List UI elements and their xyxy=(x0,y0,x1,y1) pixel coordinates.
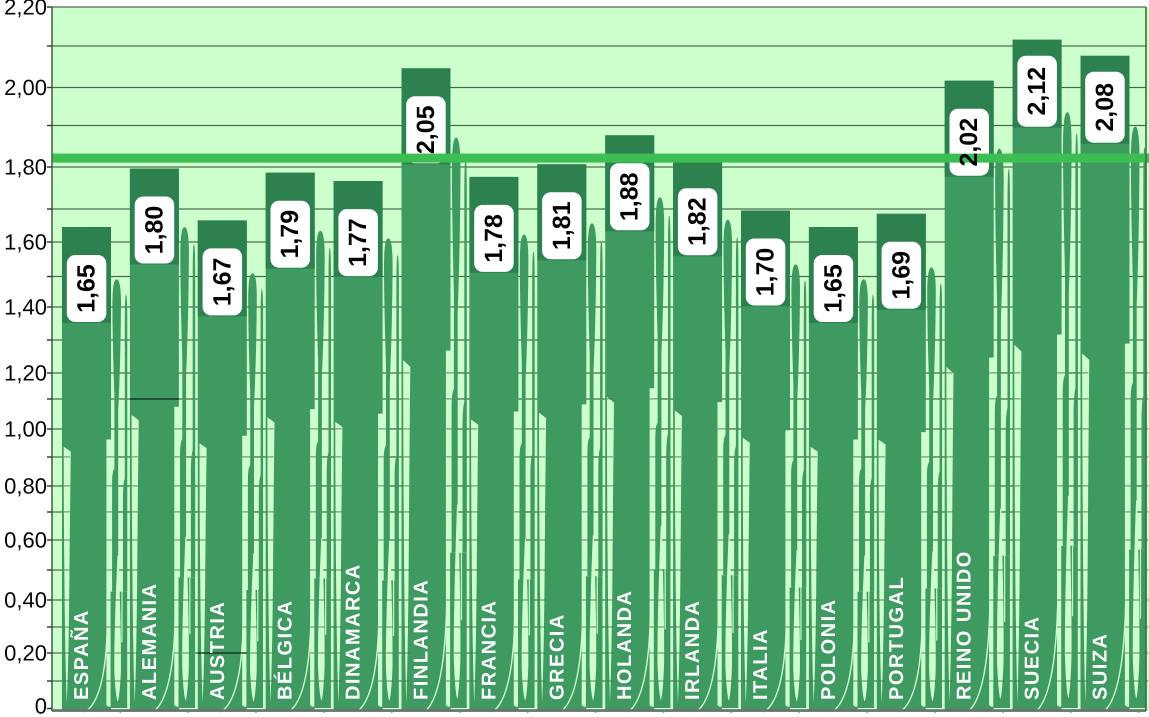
svg-text:1,00: 1,00 xyxy=(4,417,47,442)
svg-text:2,02: 2,02 xyxy=(955,118,983,167)
svg-text:2,05: 2,05 xyxy=(412,105,440,154)
svg-text:1,78: 1,78 xyxy=(480,214,508,263)
svg-text:1,20: 1,20 xyxy=(4,361,47,386)
svg-text:FINLANDIA: FINLANDIA xyxy=(411,579,433,700)
svg-text:ALEMANIA: ALEMANIA xyxy=(139,582,161,700)
svg-text:DINAMARCA: DINAMARCA xyxy=(343,563,365,700)
svg-text:REINO UNIDO: REINO UNIDO xyxy=(954,550,976,700)
svg-text:ITALIA: ITALIA xyxy=(750,628,772,700)
svg-text:2,00: 2,00 xyxy=(4,75,47,100)
svg-text:0,40: 0,40 xyxy=(4,588,47,613)
svg-text:1,81: 1,81 xyxy=(548,201,576,250)
svg-text:1,77: 1,77 xyxy=(344,218,372,267)
svg-text:POLONIA: POLONIA xyxy=(818,598,840,700)
svg-text:0,60: 0,60 xyxy=(4,528,47,553)
svg-text:2,20: 2,20 xyxy=(4,0,47,20)
svg-text:AUSTRIA: AUSTRIA xyxy=(207,601,229,700)
svg-text:1,70: 1,70 xyxy=(752,248,780,297)
svg-text:FRANCIA: FRANCIA xyxy=(478,600,500,701)
svg-text:1,65: 1,65 xyxy=(819,264,847,313)
svg-text:2,08: 2,08 xyxy=(1091,83,1119,132)
svg-text:1,80: 1,80 xyxy=(140,206,168,255)
svg-text:IRLANDA: IRLANDA xyxy=(682,600,704,701)
svg-text:2,12: 2,12 xyxy=(1023,67,1051,116)
svg-text:BÉLGICA: BÉLGICA xyxy=(274,600,297,701)
svg-text:1,67: 1,67 xyxy=(208,258,236,307)
svg-text:1,40: 1,40 xyxy=(4,295,47,320)
svg-text:1,65: 1,65 xyxy=(73,264,101,313)
svg-text:0: 0 xyxy=(35,694,47,717)
svg-text:ESPAÑA: ESPAÑA xyxy=(70,609,93,700)
svg-text:1,69: 1,69 xyxy=(887,251,915,300)
svg-text:GRECIA: GRECIA xyxy=(546,613,568,700)
svg-text:1,79: 1,79 xyxy=(276,210,304,259)
svg-text:1,80: 1,80 xyxy=(4,155,47,180)
svg-text:1,88: 1,88 xyxy=(616,172,644,221)
svg-text:PORTUGAL: PORTUGAL xyxy=(886,576,908,700)
svg-text:HOLANDA: HOLANDA xyxy=(614,590,636,701)
svg-text:1,60: 1,60 xyxy=(4,230,47,255)
svg-text:0,80: 0,80 xyxy=(4,474,47,499)
svg-text:SUECIA: SUECIA xyxy=(1022,615,1044,700)
svg-text:0,20: 0,20 xyxy=(4,641,47,666)
svg-text:1,82: 1,82 xyxy=(684,197,712,246)
svg-text:SUIZA: SUIZA xyxy=(1090,633,1112,701)
